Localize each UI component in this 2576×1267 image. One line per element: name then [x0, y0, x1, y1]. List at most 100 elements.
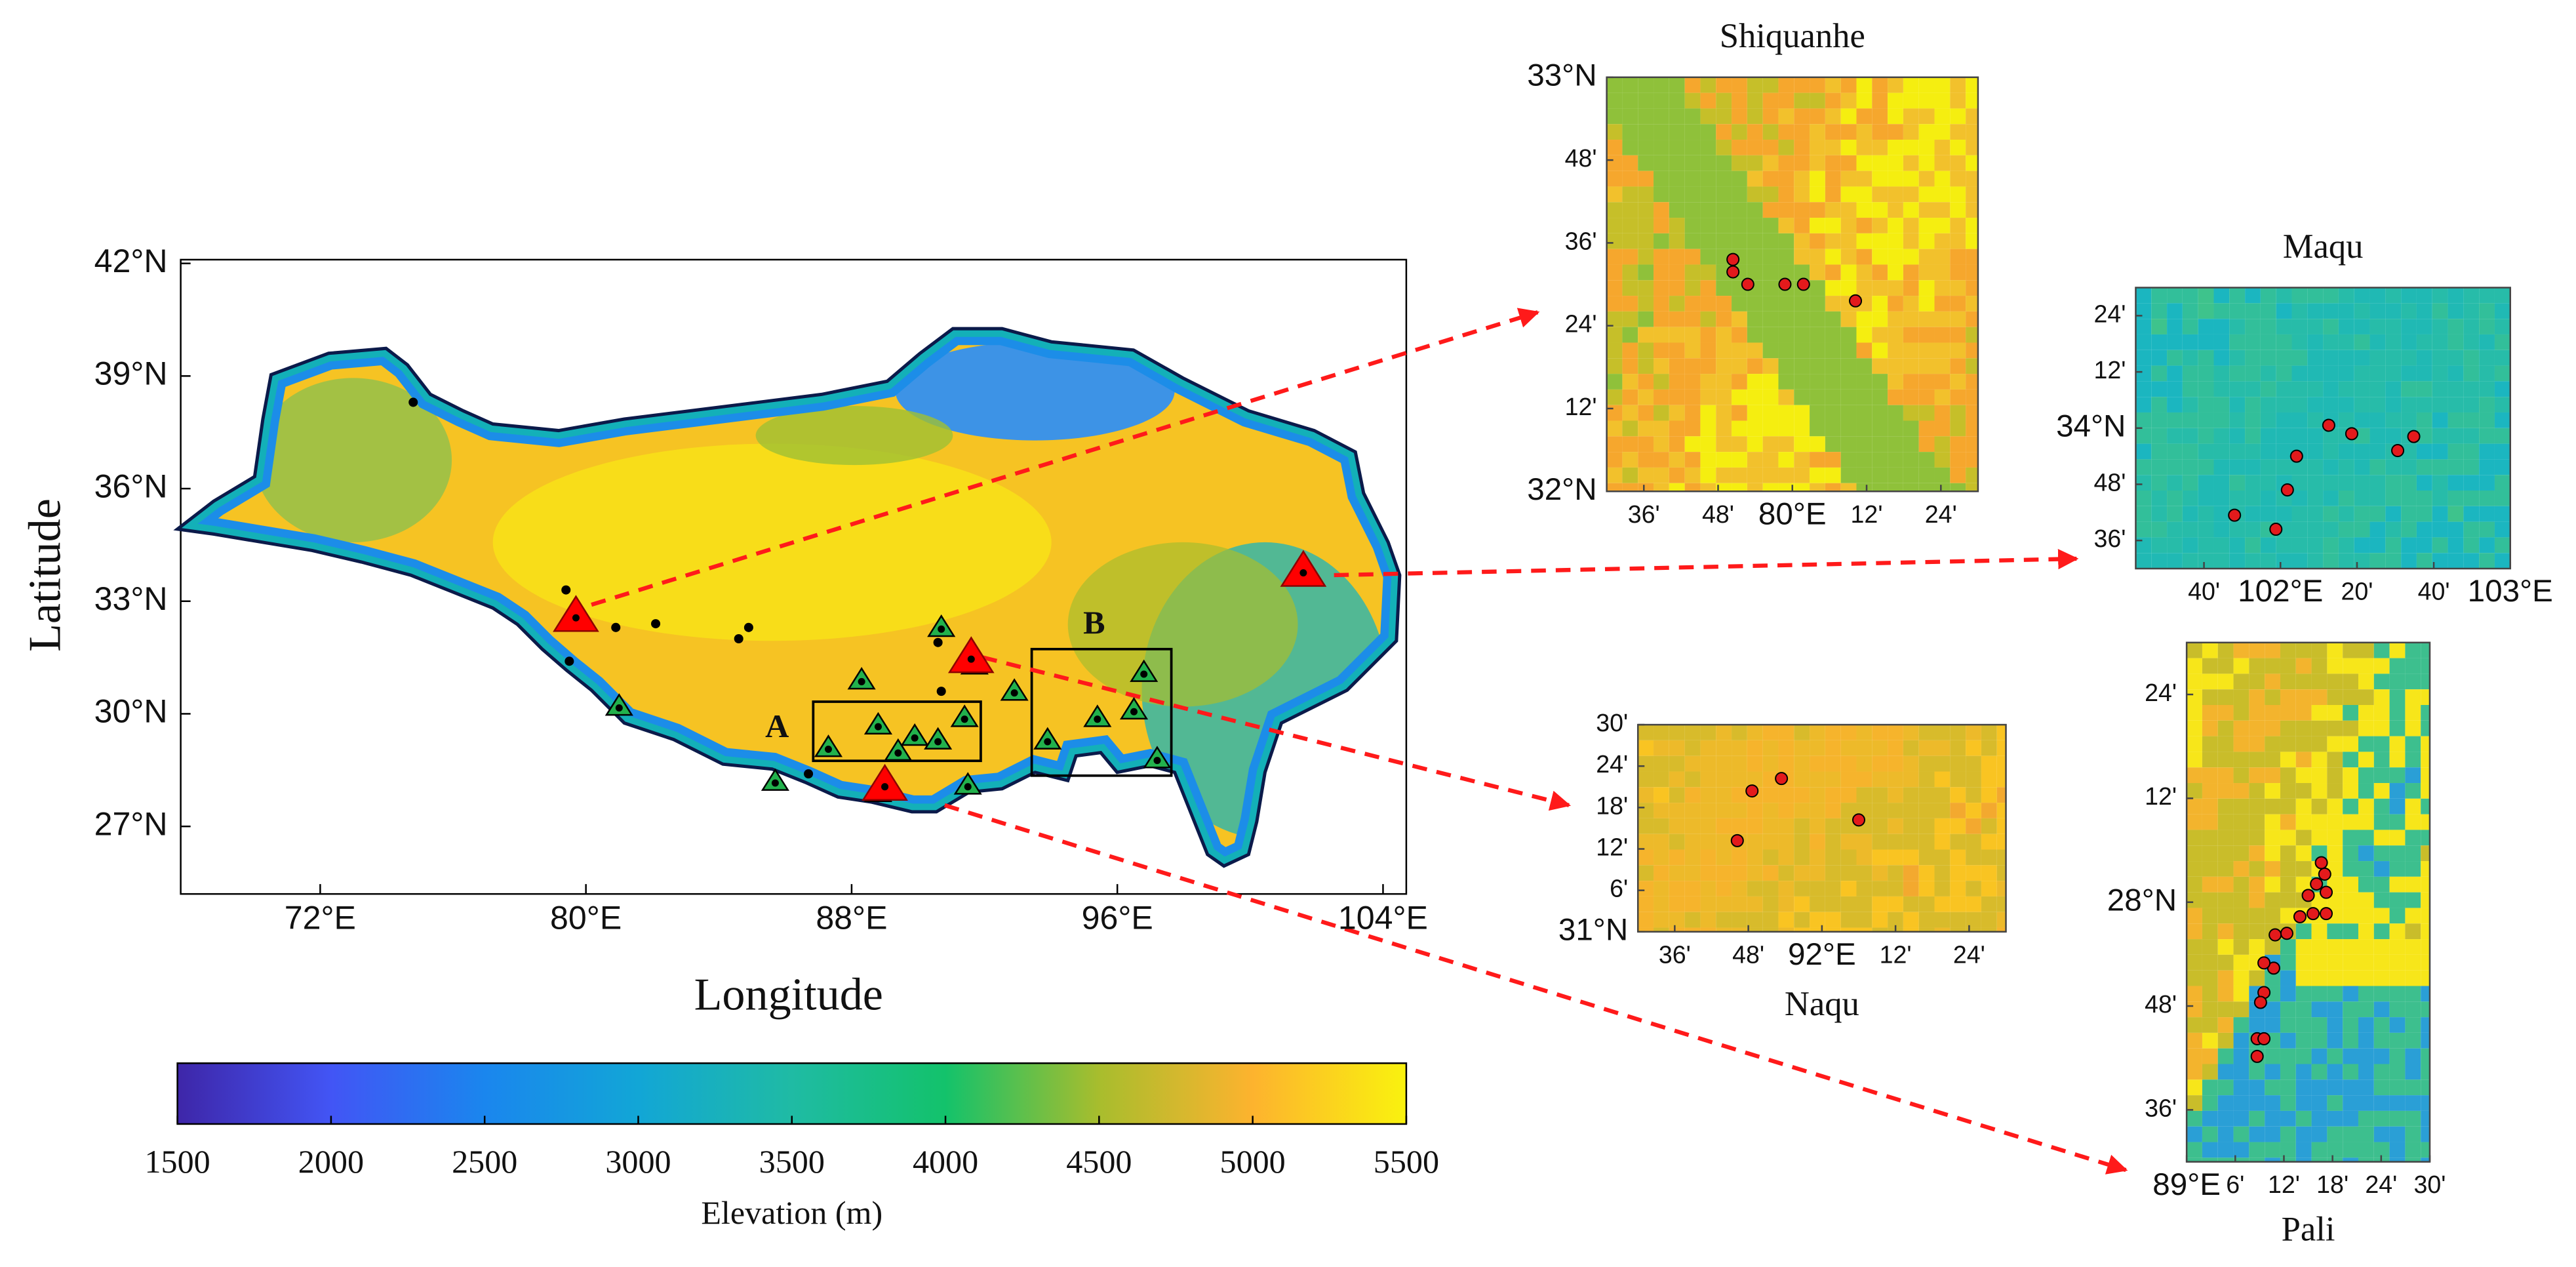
- inset-cell: [2389, 689, 2406, 705]
- inset-cell: [2202, 1032, 2218, 1049]
- inset-cell: [1778, 881, 1794, 896]
- inset-cell: [1747, 374, 1763, 390]
- inset-cell: [2217, 814, 2234, 830]
- inset-cell: [1903, 327, 1919, 343]
- inset-cell: [2276, 319, 2292, 334]
- inset-cell: [2405, 1064, 2421, 1080]
- inset-cell: [1840, 771, 1857, 788]
- inset-cell: [2447, 428, 2464, 444]
- inset-cell: [1638, 787, 1654, 803]
- inset-cell: [2323, 553, 2339, 569]
- inset-cell: [1950, 725, 1966, 740]
- inset-cell: [2217, 986, 2234, 1002]
- site-point: [2310, 877, 2324, 891]
- inset-cell: [1638, 725, 1654, 740]
- inset-cell: [2369, 365, 2386, 382]
- inset-cell: [1903, 77, 1919, 93]
- inset-cell: [2343, 1095, 2358, 1111]
- inset-cell: [1606, 389, 1623, 405]
- inset-cell: [2369, 319, 2386, 334]
- inset-cell: [2447, 381, 2464, 397]
- inset-cell: [1888, 218, 1903, 233]
- inset-cell: [2198, 303, 2214, 319]
- inset-cell: [2291, 334, 2308, 350]
- inset-cell: [1654, 834, 1669, 850]
- inset-cell: [1872, 218, 1888, 233]
- inset-background: [2135, 287, 2510, 569]
- x-tick-label: 88°E: [816, 899, 887, 936]
- inset-cell: [1762, 342, 1779, 359]
- inset-cell: [1778, 849, 1794, 866]
- inset-cell: [1778, 420, 1794, 437]
- inset-cell: [1778, 818, 1794, 834]
- inset-cell: [1684, 771, 1701, 788]
- inset-cell: [1747, 834, 1763, 850]
- inset-cell: [1888, 374, 1903, 390]
- inset-cell: [1903, 740, 1919, 756]
- x-tick-label: 48': [1702, 500, 1734, 528]
- inset-cell: [2327, 1079, 2343, 1096]
- inset-cell: [2249, 1110, 2265, 1127]
- inset-cell: [2327, 752, 2343, 768]
- inset-cell: [1716, 140, 1732, 155]
- inset-cell: [2187, 736, 2202, 752]
- inset-cell: [2389, 1017, 2406, 1033]
- inset-cell: [1684, 77, 1701, 93]
- inset-cell: [1996, 896, 2006, 912]
- inset-cell: [1638, 233, 1654, 249]
- inset-cell: [1747, 296, 1763, 312]
- inset-cell: [2167, 381, 2183, 397]
- inset-cell: [2338, 537, 2354, 553]
- inset-cell: [1903, 296, 1919, 312]
- inset-cell: [1684, 233, 1701, 249]
- inset-cell: [1825, 218, 1841, 233]
- inset-cell: [1934, 803, 1951, 818]
- inset-cell: [2280, 689, 2296, 705]
- inset-cell: [2307, 319, 2324, 334]
- inset-cell: [2323, 397, 2339, 412]
- inset-cell: [1794, 140, 1810, 155]
- inset-cell: [1778, 467, 1794, 483]
- inset-cell: [1810, 865, 1825, 881]
- inset-cell: [1794, 218, 1810, 233]
- site-point: [2253, 996, 2267, 1009]
- inset-cell: [2217, 1048, 2234, 1064]
- inset-cell: [1825, 124, 1841, 140]
- inset-cell: [1825, 108, 1841, 125]
- inset-cell: [2249, 1142, 2265, 1158]
- inset-cell: [1996, 771, 2006, 788]
- inset-cell: [2307, 537, 2324, 553]
- inset-cell: [1638, 296, 1654, 312]
- inset-cell: [2213, 365, 2230, 382]
- inset-cell: [1794, 389, 1810, 405]
- inset-cell: [1638, 342, 1654, 359]
- inset-cell: [1747, 218, 1763, 233]
- inset-cell: [2233, 923, 2249, 940]
- inset-cell: [1934, 358, 1951, 374]
- inset-cell: [2233, 704, 2249, 721]
- inset-cell: [2229, 521, 2246, 538]
- inset-cell: [2265, 814, 2280, 830]
- inset-cell: [1966, 77, 1978, 93]
- inset-cell: [1638, 389, 1654, 405]
- inset-cell: [1903, 233, 1919, 249]
- inset-cell: [2479, 428, 2495, 444]
- inset-cell: [2249, 767, 2265, 784]
- site-point: [1730, 834, 1744, 847]
- inset-cell: [2389, 970, 2406, 986]
- y-tick-label: 36': [1565, 227, 1597, 254]
- inset-cell: [2358, 892, 2374, 908]
- inset-cell: [2447, 397, 2464, 412]
- inset-cell: [1638, 280, 1654, 296]
- inset-cell: [1950, 186, 1966, 203]
- inset-cell: [1747, 233, 1763, 249]
- inset-cell: [2311, 830, 2328, 846]
- inset-cell: [2421, 736, 2430, 752]
- inset-cell: [2182, 334, 2198, 350]
- inset-cell: [2389, 954, 2406, 971]
- inset-cell: [2135, 334, 2152, 350]
- station-dot: [936, 687, 946, 696]
- inset-cell: [1825, 77, 1841, 93]
- inset-cell: [2447, 334, 2464, 350]
- inset-cell: [1716, 202, 1732, 218]
